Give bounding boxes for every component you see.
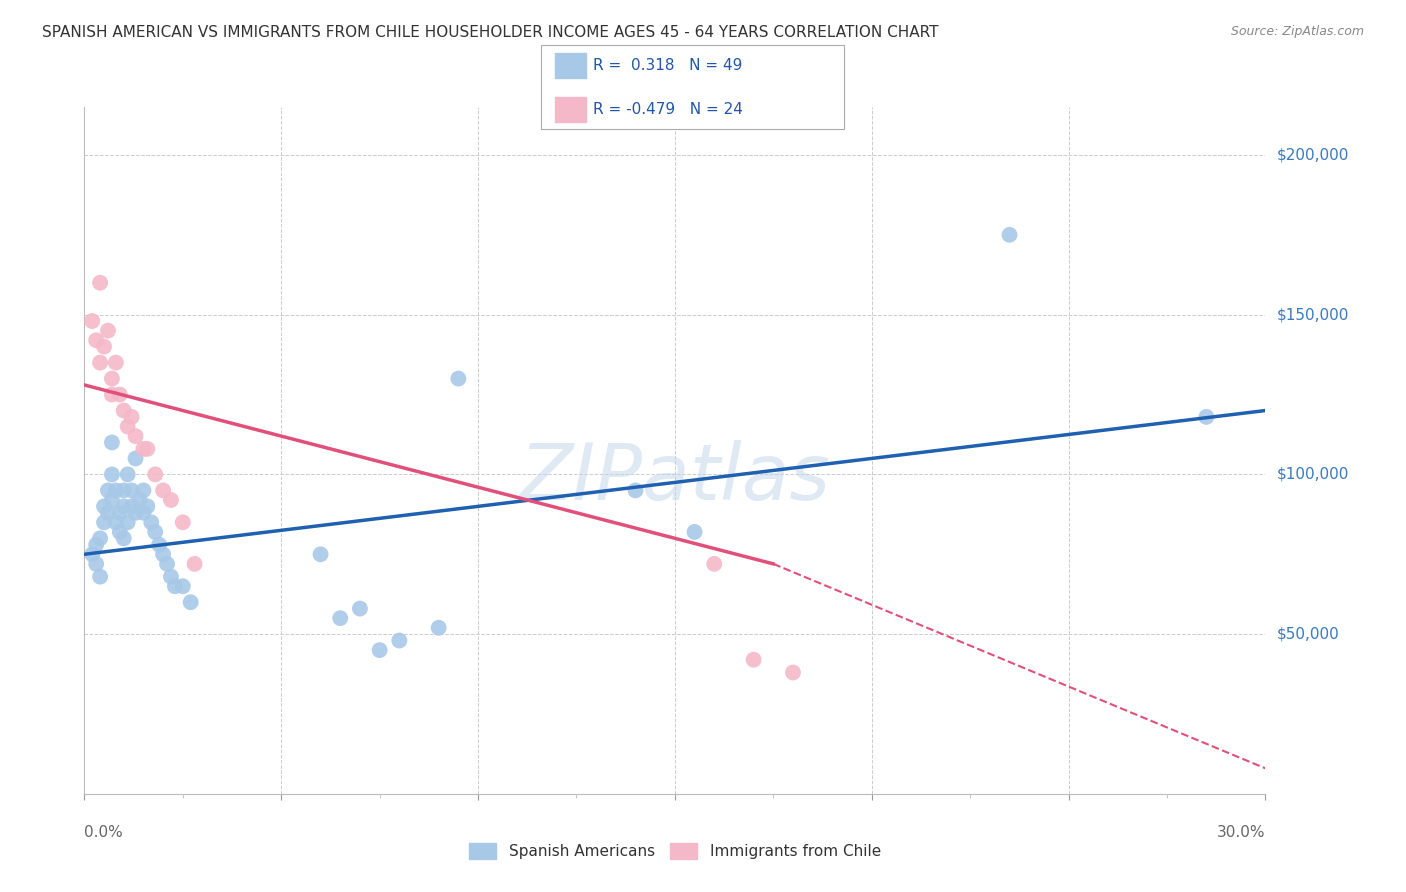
Point xyxy=(447,371,470,385)
Point xyxy=(329,611,352,625)
Point xyxy=(82,314,104,328)
Point xyxy=(143,524,166,539)
Point xyxy=(93,516,115,530)
Point xyxy=(101,387,124,401)
Point xyxy=(93,500,115,514)
Point xyxy=(124,506,146,520)
Point xyxy=(108,387,131,401)
Point xyxy=(108,506,131,520)
Point xyxy=(368,643,391,657)
Point xyxy=(152,547,174,561)
Text: R = -0.479   N = 24: R = -0.479 N = 24 xyxy=(593,103,744,117)
Point xyxy=(104,356,127,370)
Point xyxy=(121,409,143,424)
Text: $100,000: $100,000 xyxy=(1277,467,1348,482)
Point xyxy=(112,500,135,514)
Point xyxy=(84,538,107,552)
Point xyxy=(160,493,183,508)
Point xyxy=(104,516,127,530)
Point xyxy=(132,442,155,456)
Point xyxy=(132,483,155,498)
Point xyxy=(683,524,706,539)
Point xyxy=(117,467,139,482)
Point xyxy=(427,621,450,635)
Point xyxy=(93,340,115,354)
Point xyxy=(128,493,150,508)
Point xyxy=(121,483,143,498)
Point xyxy=(152,483,174,498)
Text: ZIPatlas: ZIPatlas xyxy=(519,440,831,516)
Point xyxy=(180,595,202,609)
Text: SPANISH AMERICAN VS IMMIGRANTS FROM CHILE HOUSEHOLDER INCOME AGES 45 - 64 YEARS : SPANISH AMERICAN VS IMMIGRANTS FROM CHIL… xyxy=(42,25,939,40)
Point xyxy=(117,419,139,434)
Point xyxy=(163,579,186,593)
Legend: Spanish Americans, Immigrants from Chile: Spanish Americans, Immigrants from Chile xyxy=(463,837,887,865)
Point xyxy=(172,579,194,593)
Point xyxy=(97,483,120,498)
Point xyxy=(160,569,183,583)
Point xyxy=(89,531,111,545)
Point xyxy=(89,569,111,583)
Point xyxy=(136,442,159,456)
Point xyxy=(172,516,194,530)
Point xyxy=(117,516,139,530)
Point xyxy=(183,557,205,571)
Point xyxy=(97,324,120,338)
Point xyxy=(101,493,124,508)
Point xyxy=(156,557,179,571)
Point xyxy=(349,601,371,615)
Point xyxy=(89,276,111,290)
Point xyxy=(89,356,111,370)
Point xyxy=(782,665,804,680)
Point xyxy=(112,483,135,498)
Text: $150,000: $150,000 xyxy=(1277,307,1348,322)
Text: $50,000: $50,000 xyxy=(1277,627,1340,641)
Point xyxy=(624,483,647,498)
Point xyxy=(136,500,159,514)
Point xyxy=(101,467,124,482)
Point xyxy=(309,547,332,561)
Point xyxy=(143,467,166,482)
Point xyxy=(388,633,411,648)
Text: $200,000: $200,000 xyxy=(1277,147,1348,162)
Text: 0.0%: 0.0% xyxy=(84,825,124,840)
Point xyxy=(108,524,131,539)
Point xyxy=(742,653,765,667)
Point xyxy=(104,483,127,498)
Point xyxy=(97,506,120,520)
Point xyxy=(124,429,146,443)
Point xyxy=(84,333,107,347)
Point xyxy=(112,403,135,417)
Point xyxy=(101,435,124,450)
Point xyxy=(101,371,124,385)
Point xyxy=(148,538,170,552)
Point xyxy=(121,500,143,514)
Point xyxy=(124,451,146,466)
Point xyxy=(703,557,725,571)
Text: R =  0.318   N = 49: R = 0.318 N = 49 xyxy=(593,58,742,73)
Text: 30.0%: 30.0% xyxy=(1218,825,1265,840)
Point xyxy=(132,506,155,520)
Point xyxy=(141,516,163,530)
Point xyxy=(998,227,1021,242)
Text: Source: ZipAtlas.com: Source: ZipAtlas.com xyxy=(1230,25,1364,38)
Point xyxy=(112,531,135,545)
Point xyxy=(1195,409,1218,424)
Point xyxy=(82,547,104,561)
Point xyxy=(84,557,107,571)
